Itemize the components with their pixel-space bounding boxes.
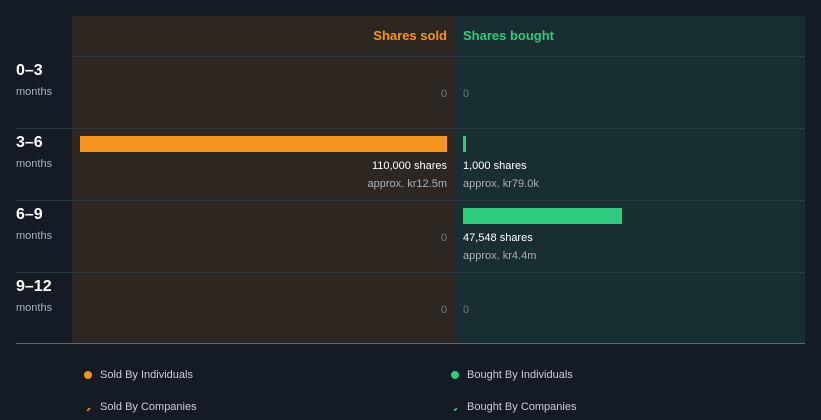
bought-bar [463,208,622,224]
period-label: 0–3 [16,62,43,79]
bought-value-label: approx. kr79.0k [463,178,539,190]
legend-bought-companies: Bought By Companies [467,401,577,413]
bought-shares-label: 1,000 shares [463,160,527,172]
bought-shares-label: 47,548 shares [463,232,533,244]
shares-sold-panel [72,16,455,343]
shares-bought-header: Shares bought [463,28,555,43]
sold-zero-label: 0 [440,232,447,244]
legend-sold-individuals: Sold By Individuals [100,369,193,381]
row-divider [16,128,805,129]
sold-bar [80,136,447,152]
legend-sold-companies: Sold By Companies [100,401,197,413]
row-divider [16,200,805,201]
bought-companies-legend-icon [451,403,459,411]
bought-zero-label: 0 [463,88,470,100]
row-divider [16,272,805,273]
period-unit: months [16,302,53,314]
period-label: 6–9 [16,206,43,223]
bought-value-label: approx. kr4.4m [463,250,537,262]
bought-individuals-legend-icon [451,371,459,379]
sold-value-label: approx. kr12.5m [367,178,447,190]
sold-shares-label: 110,000 shares [371,160,447,172]
period-label: 3–6 [16,134,43,151]
shares-sold-header: Shares sold [373,28,447,43]
sold-zero-label: 0 [440,304,447,316]
row-divider [72,56,805,57]
period-unit: months [16,86,53,98]
period-unit: months [16,230,53,242]
chart-baseline [16,343,805,344]
shares-bought-panel [455,16,805,343]
period-label: 9–12 [16,278,52,295]
legend-bought-individuals: Bought By Individuals [467,369,573,381]
bought-bar [463,136,466,152]
bought-zero-label: 0 [463,304,470,316]
sold-zero-label: 0 [440,88,447,100]
period-unit: months [16,158,53,170]
sold-individuals-legend-icon [84,371,92,379]
sold-companies-legend-icon [84,403,92,411]
